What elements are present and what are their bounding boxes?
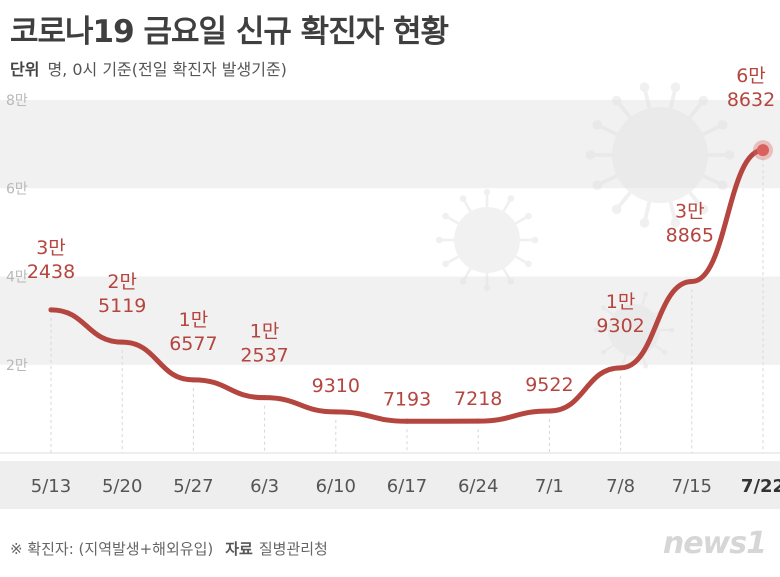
data-label-man: 3만 [36,237,66,259]
y-tick-label: 2만 [6,358,28,374]
data-point [475,418,481,424]
y-ticks: 8만 6만 4만 2만 [6,93,28,374]
y-tick-label: 6만 [6,181,28,197]
data-label-man: 1만 [250,321,280,343]
data-label-value: 7193 [383,388,431,410]
data-label-man: 1만 [606,291,636,313]
data-point [404,418,410,424]
data-label-value: 9310 [312,375,360,397]
vertical-gridlines [50,158,764,453]
data-label-man: 2만 [107,271,137,293]
data-label-value: 5119 [98,295,146,317]
unit-note: 단위 명, 0시 기준(전일 확진자 발생기준) [10,56,287,80]
data-point [48,307,54,313]
data-label-value: 8632 [727,89,775,111]
footer-note-text: ※ 확진자: (지역발생+해외유입) [10,540,214,558]
data-label-value: 6577 [169,333,217,355]
data-label-man: 3만 [675,201,705,223]
x-axis: 5/13 5/20 5/27 6/3 6/10 6/17 6/24 7/1 7/8 7/15 7/2… [0,452,780,509]
data-label-value: 2537 [240,345,288,367]
y-tick-label: 4만 [6,270,28,286]
series-line-group [48,140,773,424]
x-tick-label: 6/3 [250,476,279,497]
unit-label: 단위 [10,60,40,79]
series-line [48,147,766,424]
data-point [119,339,125,345]
data-point [262,395,268,401]
footer-note: ※ 확진자: (지역발생+해외유입) 자료 질병관리청 [10,538,328,559]
unit-text: 명, 0시 기준(전일 확진자 발생기준) [47,60,287,79]
virus-icon [435,188,539,292]
x-tick-label: 7/15 [672,476,712,497]
page-title: 코로나19 금요일 신규 확진자 현황 [10,14,449,50]
x-tick-label: 5/20 [102,476,142,497]
source-label: 자료 [225,540,253,558]
virus-icon [585,82,735,228]
data-point [689,279,695,285]
news1-logo: news1 [662,526,767,561]
x-tick-label: 6/17 [387,476,427,497]
data-point [757,144,769,157]
x-tick-label: 7/22 [741,476,780,497]
x-axis-band [0,461,780,509]
x-tick-label: 5/13 [31,476,71,497]
data-point [333,409,339,415]
data-label-man: 1만 [179,309,209,331]
x-tick-label: 7/8 [606,476,635,497]
x-tick-label: 7/1 [535,476,564,497]
data-point [618,365,624,371]
data-point [190,377,196,383]
data-label-value: 9302 [596,315,644,337]
x-tick-label: 6/10 [316,476,356,497]
x-tick-label: 5/27 [173,476,213,497]
data-label-value: 9522 [525,374,573,396]
data-label-value: 2438 [27,261,75,283]
data-label-man: 6만 [736,65,766,87]
data-point [546,408,552,414]
source-text: 질병관리청 [258,540,328,558]
data-label-value: 8865 [666,225,714,247]
y-tick-label: 8만 [6,93,28,109]
x-tick-label: 6/24 [458,476,498,497]
data-label-value: 7218 [454,388,502,410]
virus-decorations [435,82,735,369]
